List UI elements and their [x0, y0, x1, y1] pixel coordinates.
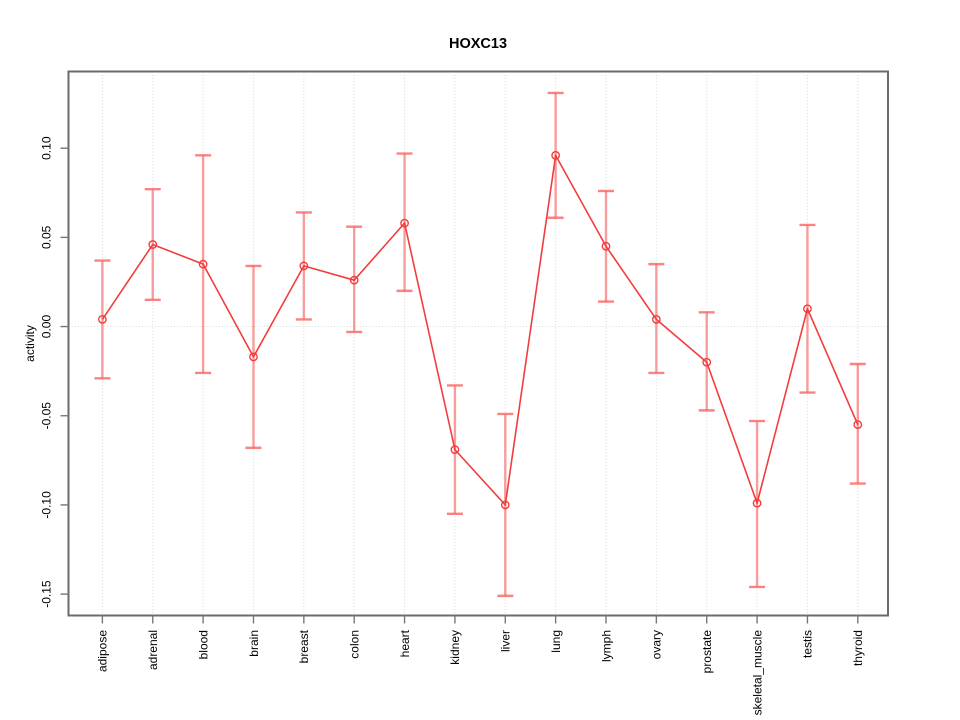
data-point-marker: [853, 420, 863, 430]
chart-title: HOXC13: [449, 36, 507, 52]
data-point-marker: [400, 218, 409, 228]
data-point-marker: [98, 315, 107, 324]
y-tick-label: -0.10: [40, 491, 54, 519]
y-tick-label: 0.10: [40, 136, 54, 160]
plot-area: 0.10 0.05 0.00 -0.05 -0.10 -0.15 adipose adrena…: [40, 70, 889, 716]
x-tick-label: heart: [398, 629, 412, 657]
x-tick-label: brain: [247, 630, 261, 657]
data-point-marker: [500, 500, 510, 510]
y-tick-label: 0.00: [40, 315, 54, 339]
x-tick-label: thyroid: [851, 630, 865, 666]
series-line: [101, 154, 859, 506]
x-tick-label: adipose: [96, 630, 110, 672]
plot-border: [67, 70, 889, 617]
data-point-marker: [249, 352, 258, 362]
data-point-marker: [601, 241, 611, 251]
data-point-marker: [148, 240, 158, 249]
x-tick-label: skeletal_muscle: [750, 630, 764, 716]
y-tick-label: -0.15: [40, 580, 54, 608]
x-tick-label: adrenal: [146, 630, 160, 670]
data-point-marker: [349, 275, 359, 285]
data-point-marker: [450, 445, 460, 455]
x-tick-label: lymph: [599, 630, 613, 662]
data-point-marker: [651, 315, 661, 324]
data-point-marker: [551, 150, 561, 160]
x-tick-label: colon: [348, 630, 362, 659]
data-point-marker: [299, 261, 309, 271]
data-point-marker: [752, 498, 762, 508]
y-axis-label: activity: [23, 325, 37, 362]
y-tick-label: -0.05: [40, 402, 54, 430]
x-tick-label: lung: [549, 630, 563, 653]
x-tick-label: testis: [801, 630, 815, 658]
x-tick-label: prostate: [700, 630, 714, 674]
x-tick-label: blood: [196, 630, 210, 659]
x-tick-label: liver: [499, 630, 513, 652]
data-point-marker: [803, 304, 812, 314]
x-tick-label: ovary: [650, 630, 664, 659]
x-tick-label: kidney: [448, 630, 462, 665]
x-tick-label: breast: [297, 629, 311, 663]
y-tick-label: 0.05: [40, 225, 54, 249]
data-point-marker: [702, 357, 712, 367]
data-point-marker: [198, 259, 208, 269]
